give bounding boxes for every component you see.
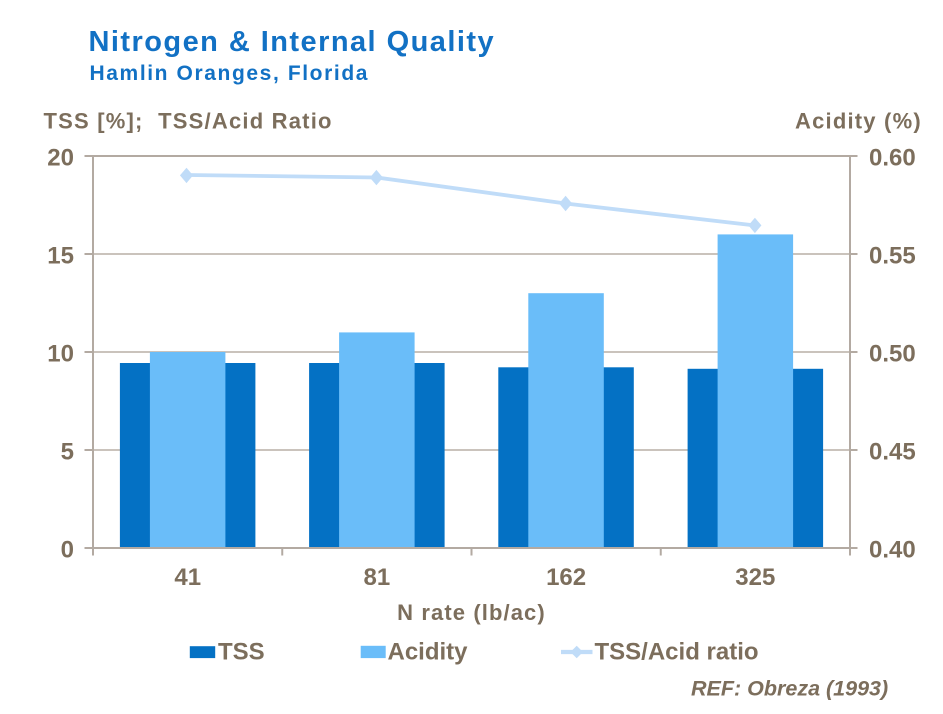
svg-text:REF: Obreza (1993): REF: Obreza (1993) (691, 676, 888, 700)
svg-text:41: 41 (174, 564, 201, 591)
svg-text:Acidity (%): Acidity (%) (795, 108, 922, 133)
svg-text:162: 162 (546, 564, 586, 591)
svg-text:TSS: TSS (218, 639, 265, 666)
svg-text:10: 10 (47, 340, 74, 367)
svg-text:15: 15 (47, 242, 74, 269)
svg-text:TSS/Acid ratio: TSS/Acid ratio (595, 639, 759, 666)
svg-text:325: 325 (735, 564, 775, 591)
svg-text:Hamlin Oranges, Florida: Hamlin Oranges, Florida (90, 62, 370, 85)
svg-text:0: 0 (61, 536, 74, 563)
svg-text:N rate (lb/ac): N rate (lb/ac) (397, 600, 546, 625)
svg-text:81: 81 (364, 564, 391, 591)
svg-text:TSS [%]; TSS/Acid Ratio: TSS [%]; TSS/Acid Ratio (44, 108, 333, 133)
svg-text:0.45: 0.45 (869, 438, 916, 465)
svg-text:Acidity: Acidity (388, 639, 469, 666)
svg-text:0.60: 0.60 (869, 144, 916, 171)
svg-text:5: 5 (61, 438, 74, 465)
svg-text:0.40: 0.40 (869, 536, 916, 563)
svg-text:0.50: 0.50 (869, 340, 916, 367)
svg-text:0.55: 0.55 (869, 242, 916, 269)
svg-text:20: 20 (47, 144, 74, 171)
svg-text:Nitrogen & Internal Quality: Nitrogen & Internal Quality (89, 26, 496, 58)
